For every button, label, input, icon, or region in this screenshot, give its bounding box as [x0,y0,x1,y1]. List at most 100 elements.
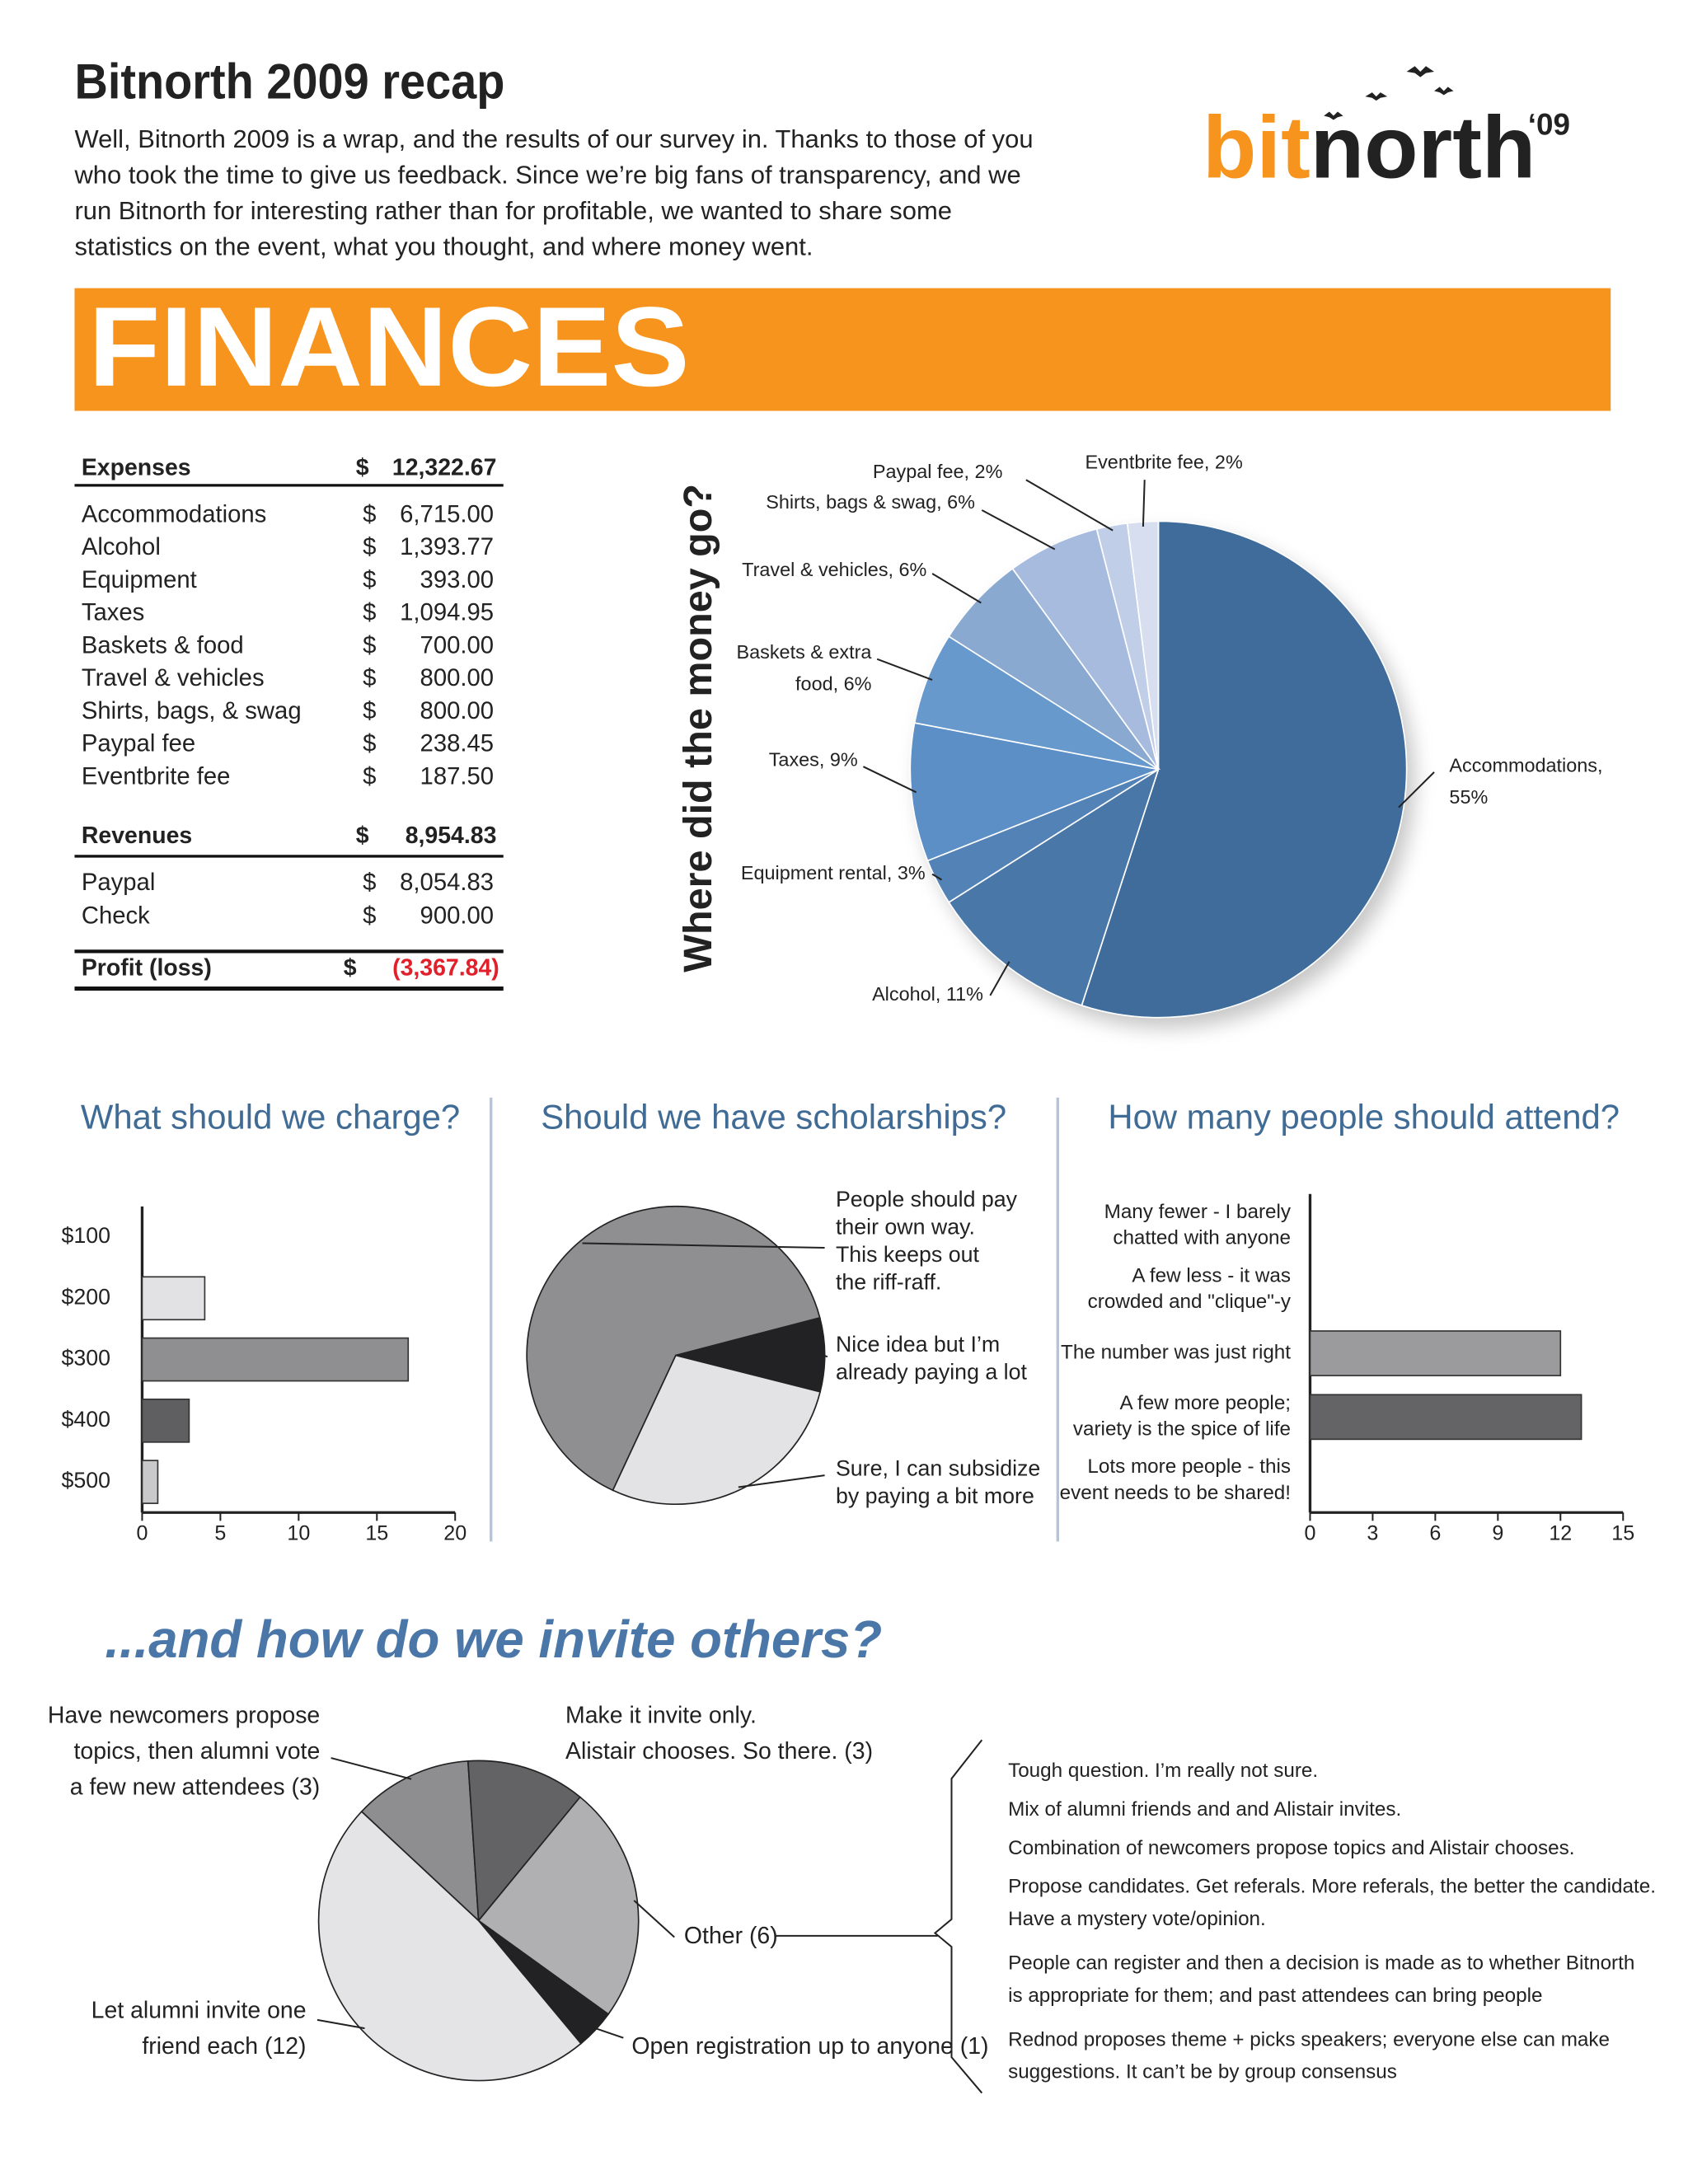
table-label: Paypal [82,869,155,896]
section-title: FINANCES [88,284,689,410]
intro-line: who took the time to give us feedback. S… [73,160,1020,189]
slice-label: already paying a lot [836,1359,1028,1384]
leader-line [931,873,943,881]
table-amount: 187.50 [420,763,495,790]
leader-line [316,2018,365,2030]
table-currency: $ [363,632,376,658]
leader-line [593,2027,624,2039]
x-tick-label: 15 [365,1522,388,1545]
chart-title: How many people should attend? [1108,1098,1620,1137]
x-tick-label: 6 [1429,1522,1441,1545]
intro-line: run Bitnorth for interesting rather than… [74,196,951,225]
bar [141,1460,159,1504]
bar [141,1399,190,1443]
slice-label: Travel & vehicles, 6% [742,559,926,580]
table-label: Check [82,902,150,929]
intro-line: statistics on the event, what you though… [74,232,813,260]
pie-slice [526,1206,821,1492]
logo: bitnorth [1203,98,1536,197]
slice-label: their own way. [836,1215,975,1240]
pie-slice [909,722,1161,862]
table-label: Alcohol [82,534,161,560]
table-currency: $ [356,454,369,480]
slice-label: Nice idea but I’m [836,1332,1000,1357]
x-tick-label: 10 [287,1522,310,1545]
y-tick-label: $300 [61,1346,110,1371]
slice-label: Other (6) [684,1923,778,1949]
table-amount: 238.45 [420,731,495,757]
table-header: Expenses [82,454,191,480]
leader-line [331,1757,412,1780]
leader-line [821,1353,828,1358]
table-amount: 800.00 [420,665,495,691]
table-currency: $ [363,698,376,724]
x-tick-label: 0 [1304,1522,1315,1545]
slice-label: This keeps out [836,1242,980,1267]
table-label: Baskets & food [82,632,244,658]
slice-label: topics, then alumni vote [74,1738,321,1765]
slice-label: friend each (12) [142,2033,306,2060]
logo-part: north [1311,98,1536,197]
bat [1365,92,1388,101]
slice-label: Make it invite only. [565,1702,757,1728]
table-label: Shirts, bags, & swag [82,698,302,724]
slice-label: food, 6% [795,673,871,695]
table-amount: 393.00 [420,567,495,593]
slice-label: Sure, I can subsidize [836,1455,1040,1480]
logo-year: ‘09 [1528,108,1570,142]
table-currency: $ [363,534,376,560]
table-amount: 800.00 [420,698,495,724]
pie-slice [317,1810,583,2082]
slice-label: People should pay [836,1187,1018,1212]
response-line: Mix of alumni friends and and Alistair i… [1008,1798,1401,1821]
table-currency: $ [363,501,376,527]
leader-line [738,1474,825,1488]
leader-line [1398,771,1435,808]
pie-slice [360,1760,480,1923]
leader-line [876,658,933,681]
y-tick-label: $100 [61,1223,110,1248]
response-line: People can register and then a decision … [1008,1952,1634,1975]
leader-line [931,573,982,604]
y-tick-label: event needs to be shared! [1060,1482,1291,1504]
x-tick-label: 3 [1367,1522,1378,1545]
pie-slice [1081,520,1408,1019]
response-line: is appropriate for them; and past attend… [1008,1985,1542,2007]
chart-title: Should we have scholarships? [541,1098,1006,1137]
slice-label: Eventbrite fee, 2% [1085,451,1242,472]
x-tick-label: 0 [136,1522,148,1545]
slice-label: a few new attendees (3) [70,1774,321,1800]
table-label: Accommodations [82,501,266,527]
table-amount: 8,054.83 [400,869,494,896]
response-line: suggestions. It can’t be by group consen… [1008,2061,1397,2083]
table-label: Travel & vehicles [82,665,265,691]
table-label: Eventbrite fee [82,763,231,790]
pie-slice [675,1316,826,1393]
table-amount: 1,393.77 [400,534,494,560]
page-title: Bitnorth 2009 recap [74,54,504,110]
response-line: Combination of newcomers propose topics … [1008,1837,1574,1859]
y-tick-label: Many fewer - I barely [1104,1201,1292,1223]
table-header: Revenues [82,823,192,849]
y-tick-label: $200 [61,1284,110,1309]
intro-line: Well, Bitnorth 2009 is a wrap, and the r… [74,124,1033,153]
table-label: Taxes [82,600,144,626]
pie-slice [477,1796,640,2016]
table-currency: $ [363,665,376,691]
bar [141,1276,206,1321]
table-currency: $ [363,567,376,593]
leader-line [1142,480,1146,527]
chart-title: Where did the money go? [676,484,720,972]
x-tick-label: 20 [443,1522,467,1545]
table-amount: 1,094.95 [400,600,494,626]
y-tick-label: Lots more people - this [1087,1455,1291,1478]
bat [1324,111,1343,120]
table-total: 12,322.67 [392,454,497,480]
slice-label: 55% [1449,786,1488,808]
y-tick-label: chatted with anyone [1113,1227,1291,1249]
response-line: Rednod proposes theme + picks speakers; … [1008,2028,1610,2050]
logo-part: bit [1203,98,1311,197]
slice-label: Paypal fee, 2% [873,461,1002,482]
slice-label: Open registration up to anyone (1) [631,2033,988,2060]
